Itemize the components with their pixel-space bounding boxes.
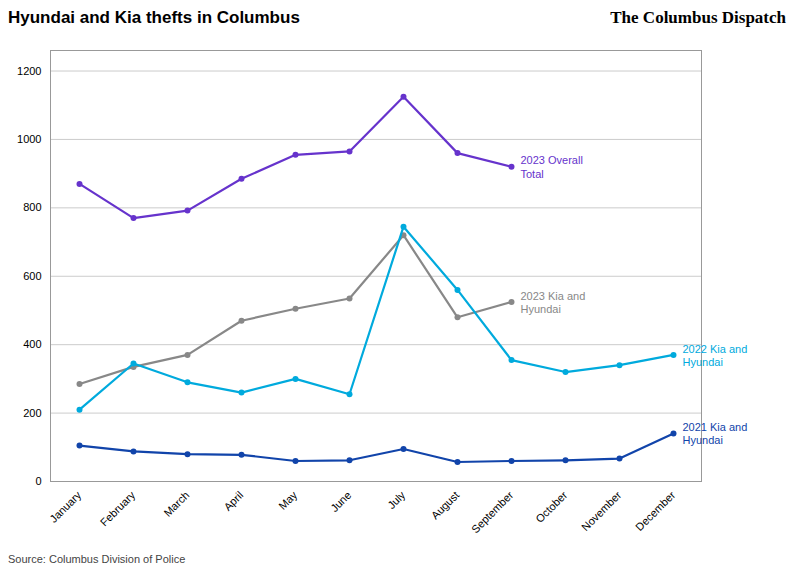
svg-text:October: October xyxy=(533,489,569,525)
svg-text:January: January xyxy=(47,488,84,525)
svg-text:February: February xyxy=(98,488,138,528)
svg-text:November: November xyxy=(579,489,624,534)
svg-text:May: May xyxy=(276,488,300,512)
svg-text:2021 Kia andHyundai: 2021 Kia andHyundai xyxy=(683,421,748,446)
svg-text:March: March xyxy=(161,489,191,519)
svg-text:2022 Kia andHyundai: 2022 Kia andHyundai xyxy=(683,343,748,368)
svg-text:1000: 1000 xyxy=(17,133,41,145)
svg-text:April: April xyxy=(221,489,245,513)
svg-text:2023 OverallTotal: 2023 OverallTotal xyxy=(521,154,583,179)
svg-text:June: June xyxy=(328,489,353,514)
svg-text:2023 Kia andHyundai: 2023 Kia andHyundai xyxy=(521,290,586,315)
svg-text:200: 200 xyxy=(23,407,41,419)
html-text:Source: Columbus Division of P: Source: Columbus Division of Police xyxy=(8,553,186,565)
svg-text:December: December xyxy=(633,489,678,534)
svg-text:September: September xyxy=(469,489,516,536)
svg-text:August: August xyxy=(429,489,462,522)
svg-text:400: 400 xyxy=(23,338,41,350)
html-text:The Columbus Dispatch: The Columbus Dispatch xyxy=(610,8,786,27)
html-text:Hyundai and Kia thefts in Colu: Hyundai and Kia thefts in Columbus xyxy=(8,8,300,27)
svg-text:800: 800 xyxy=(23,201,41,213)
svg-text:1200: 1200 xyxy=(17,65,41,77)
svg-text:0: 0 xyxy=(35,475,41,487)
svg-text:600: 600 xyxy=(23,270,41,282)
svg-text:July: July xyxy=(385,488,408,511)
